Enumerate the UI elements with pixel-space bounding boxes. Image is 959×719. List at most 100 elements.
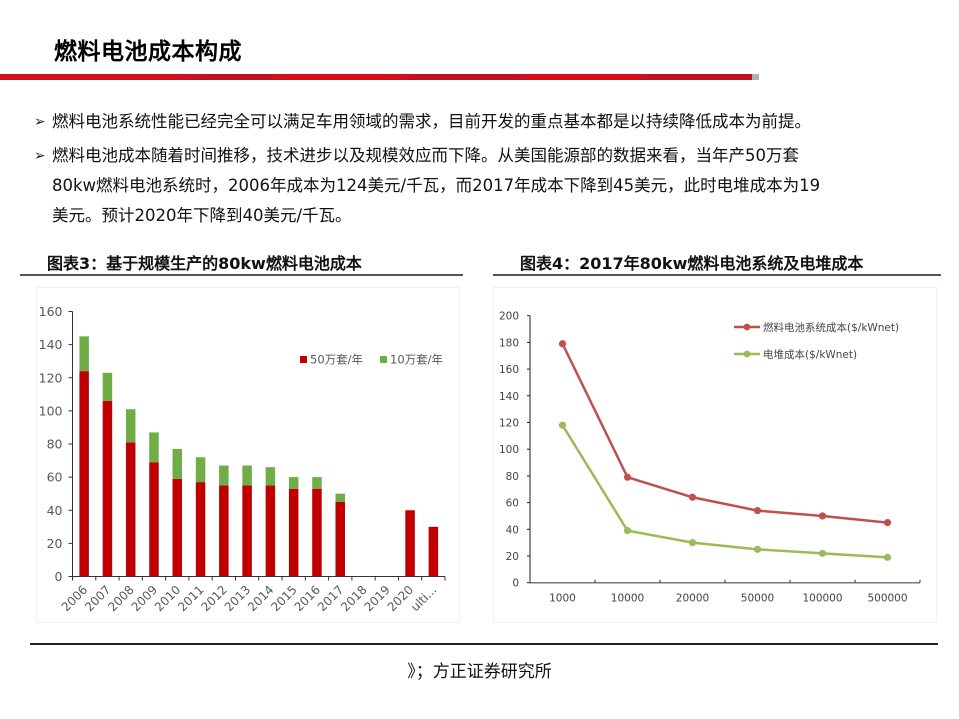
bar-segment [242, 485, 252, 577]
bullet-text: 燃料电池系统性能已经完全可以满足车用领域的需求，目前开发的重点基本都是以持续降低… [52, 112, 811, 131]
source-note: 》；方正证券研究所 [407, 662, 552, 682]
y-tick-label: 40 [47, 503, 63, 518]
bar-segment [79, 371, 89, 577]
legend-marker-icon [743, 323, 751, 331]
legend-label: 50万套/年 [310, 353, 363, 367]
data-point [688, 493, 697, 501]
y-tick-label: 120 [499, 418, 519, 430]
legend-label: 10万套/年 [390, 353, 443, 367]
chart3-legend: 50万套/年 10万套/年 [300, 353, 443, 367]
bar-segment [242, 465, 252, 486]
chart4-y-axis: 0 20 40 60 80 100 120 140 160 180 200 [499, 311, 531, 590]
bullet-item: ➢ 燃料电池系统性能已经完全可以满足车用领域的需求，目前开发的重点基本都是以持续… [34, 107, 934, 137]
bullet-text: 美元。预计2020年下降到40美元/千瓦。 [52, 206, 352, 225]
bullet-text: 燃料电池成本随着时间推移，技术进步以及规模效应而下降。从美国能源部的数据来看，当… [52, 146, 799, 165]
bar-segment [102, 372, 113, 401]
bar-segment [195, 457, 206, 483]
bar-segment [312, 488, 322, 577]
chart4-x-axis: 1000 10000 20000 50000 100000 500000 [529, 579, 921, 605]
bar-segment [172, 448, 183, 479]
x-tick-label: 500000 [867, 593, 907, 605]
chart4-title-rule [493, 274, 941, 276]
legend-swatch [380, 356, 387, 363]
chart3-title: 图表3：基于规模生产的80kw燃料电池成本 [47, 254, 362, 273]
bar-segment [335, 493, 345, 502]
y-tick-label: 0 [55, 569, 63, 584]
y-tick-label: 100 [39, 403, 63, 418]
bullet-text: 80kw燃料电池系统时，2006年成本为124美元/千瓦，而2017年成本下降到… [52, 176, 821, 195]
x-tick-label: 10000 [611, 593, 644, 605]
data-point [558, 340, 567, 348]
arrow-bullet-icon: ➢ [34, 148, 46, 164]
bar-segment [195, 482, 206, 577]
chart4-title: 图表4：2017年80kw燃料电池系统及电堆成本 [520, 254, 864, 273]
bar-segment [149, 432, 159, 463]
y-tick-label: 160 [39, 304, 63, 319]
y-tick-label: 100 [499, 444, 519, 456]
legend-marker-icon [743, 350, 751, 358]
data-point [818, 512, 827, 520]
y-tick-label: 60 [47, 470, 63, 485]
bar-segment [265, 485, 276, 577]
x-tick-label: 100000 [802, 593, 842, 605]
y-tick-label: 140 [499, 391, 519, 403]
data-point [883, 519, 892, 527]
bar-segment [405, 510, 415, 577]
bar-segment [428, 526, 439, 577]
data-point [753, 545, 762, 553]
x-tick-label: 20000 [676, 593, 709, 605]
data-point [688, 539, 697, 547]
footer-rule [30, 643, 938, 645]
y-tick-label: 80 [47, 437, 63, 452]
series-line [561, 424, 888, 559]
x-tick-label: 50000 [741, 593, 774, 605]
data-point [623, 473, 632, 481]
y-tick-label: 140 [39, 337, 63, 352]
legend-label: 电堆成本($/kWnet) [763, 348, 857, 361]
y-tick-label: 200 [499, 311, 519, 323]
chart4-panel [493, 287, 937, 623]
y-tick-label: 80 [506, 471, 519, 483]
bar-segment [219, 465, 229, 486]
bar-segment [102, 400, 113, 577]
bar-segment [79, 336, 89, 372]
chart4-series [558, 340, 892, 561]
page-title: 燃料电池成本构成 [54, 39, 242, 65]
bar-segment [312, 477, 322, 489]
data-point [558, 421, 567, 429]
data-point [623, 527, 632, 535]
y-tick-label: 40 [506, 524, 519, 536]
bullet-list: ➢ 燃料电池系统性能已经完全可以满足车用领域的需求，目前开发的重点基本都是以持续… [34, 107, 934, 231]
series-line [561, 343, 888, 524]
legend-swatch [300, 356, 307, 363]
y-tick-label: 20 [506, 551, 519, 563]
chart4-legend: 燃料电池系统成本($/kWnet) 电堆成本($/kWnet) [734, 321, 899, 361]
y-tick-label: 160 [499, 364, 519, 376]
bar-segment [219, 485, 229, 577]
legend-label: 燃料电池系统成本($/kWnet) [763, 321, 899, 334]
y-tick-label: 0 [512, 578, 519, 590]
bar-segment [125, 409, 136, 443]
y-tick-label: 20 [47, 536, 63, 551]
bar-segment [172, 478, 183, 577]
bar-segment [288, 477, 299, 489]
chart3-bars [79, 336, 439, 577]
x-tick-label: 1000 [549, 593, 576, 605]
bar-segment [288, 488, 299, 577]
arrow-bullet-icon: ➢ [34, 114, 46, 130]
y-tick-label: 180 [499, 337, 519, 349]
y-tick-label: 60 [506, 498, 519, 510]
bullet-item: ➢ 燃料电池成本随着时间推移，技术进步以及规模效应而下降。从美国能源部的数据来看… [34, 141, 934, 231]
title-underline-bar [0, 74, 752, 80]
data-point [753, 507, 762, 515]
bar-segment [265, 467, 276, 486]
title-underline-cap-right [752, 74, 759, 80]
y-tick-label: 120 [39, 370, 63, 385]
chart3-title-rule [20, 274, 463, 276]
bar-segment [335, 501, 345, 577]
bar-segment [149, 462, 159, 577]
data-point [883, 553, 892, 561]
data-point [818, 549, 827, 557]
